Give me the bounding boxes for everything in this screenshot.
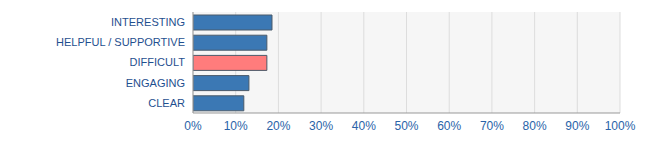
svg-text:30%: 30% (309, 119, 333, 133)
svg-text:HELPFUL / SUPPORTIVE: HELPFUL / SUPPORTIVE (56, 36, 185, 48)
svg-text:80%: 80% (523, 119, 547, 133)
svg-text:10%: 10% (224, 119, 248, 133)
svg-text:100%: 100% (605, 119, 636, 133)
svg-text:60%: 60% (437, 119, 461, 133)
svg-text:0%: 0% (184, 119, 202, 133)
svg-text:70%: 70% (480, 119, 504, 133)
svg-text:40%: 40% (352, 119, 376, 133)
svg-text:CLEAR: CLEAR (148, 97, 185, 109)
svg-text:INTERESTING: INTERESTING (111, 16, 185, 28)
svg-text:ENGAGING: ENGAGING (126, 77, 185, 89)
svg-text:DIFFICULT: DIFFICULT (130, 56, 186, 68)
svg-text:90%: 90% (565, 119, 589, 133)
svg-text:20%: 20% (266, 119, 290, 133)
svg-text:50%: 50% (394, 119, 418, 133)
